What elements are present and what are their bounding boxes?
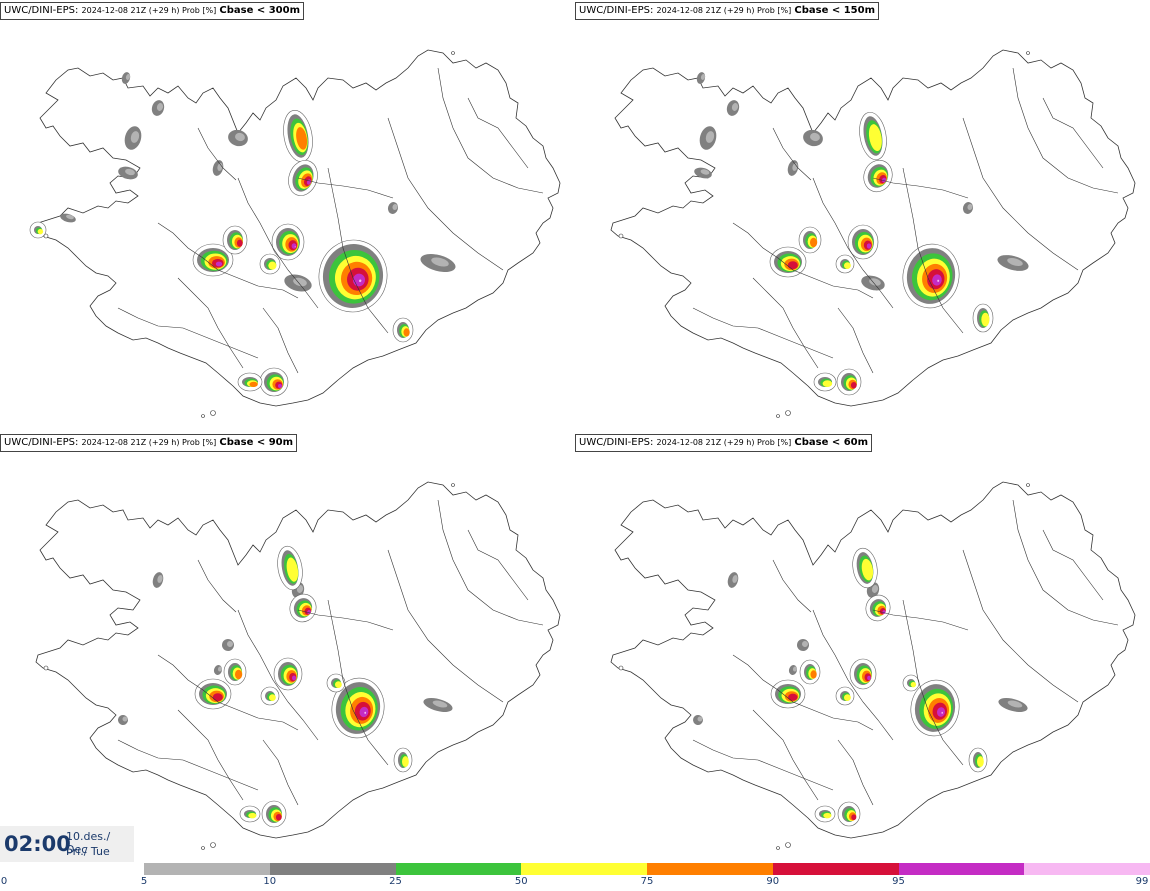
region-border — [387, 117, 504, 271]
colorbar-tick-label: 25 — [389, 876, 402, 887]
region-border — [262, 307, 299, 374]
colorbar-segment — [772, 863, 899, 875]
region-border — [262, 739, 299, 806]
region-border — [117, 739, 259, 791]
region-border — [197, 559, 237, 613]
colorbar-segment — [1024, 863, 1150, 875]
model-name: UWC/DINI-EPS — [4, 437, 75, 448]
region-border — [177, 277, 244, 369]
region-border — [437, 67, 544, 194]
region-border — [692, 307, 834, 359]
region-border — [752, 277, 819, 369]
map-panel-bottom-left: UWC/DINI-EPS: 2024-12-08 21Z (+29 h) Pro… — [0, 432, 575, 864]
colorbar-tick-label: 90 — [766, 876, 780, 887]
region-border — [297, 177, 394, 199]
region-border — [117, 307, 259, 359]
region-border — [467, 529, 529, 601]
region-border — [327, 167, 389, 334]
region-border — [837, 307, 874, 374]
colorbar-tick-label: 99 — [1135, 876, 1149, 887]
region-border — [237, 177, 319, 309]
region-border — [437, 499, 544, 626]
region-border — [732, 654, 874, 731]
region-border — [772, 127, 812, 181]
field-name: Cbase < 60m — [794, 437, 869, 448]
region-border — [157, 654, 299, 731]
region-border — [297, 609, 394, 631]
colorbar-tick-label: 75 — [640, 876, 654, 887]
coastline — [35, 481, 561, 839]
region-border — [902, 167, 964, 334]
region-border — [327, 599, 389, 766]
colorbar-segment — [647, 863, 773, 875]
region-border — [387, 549, 504, 703]
valid-time-box: 02:00 10.des./ Dec Þri./ Tue — [0, 826, 134, 862]
region-border — [902, 599, 964, 766]
region-border — [872, 609, 969, 631]
region-border — [837, 739, 874, 806]
region-border — [812, 177, 894, 309]
field-name: Cbase < 300m — [219, 5, 301, 16]
region-border — [962, 549, 1079, 703]
model-name: UWC/DINI-EPS — [4, 5, 75, 16]
region-border — [962, 117, 1079, 271]
panel-title: UWC/DINI-EPS: 2024-12-08 21Z (+29 h) Pro… — [0, 2, 305, 20]
region-border — [157, 222, 299, 299]
map-panel-top-right: UWC/DINI-EPS: 2024-12-08 21Z (+29 h) Pro… — [575, 0, 1150, 432]
colorbar-segment — [521, 863, 647, 875]
iceland-map — [610, 49, 1136, 418]
region-border — [872, 177, 969, 199]
iceland-map — [35, 481, 561, 850]
colorbar-tick-label: 10 — [263, 876, 277, 887]
region-border — [1042, 529, 1104, 601]
colorbar-segment — [898, 863, 1025, 875]
colorbar-segment — [269, 863, 396, 875]
region-border — [772, 559, 812, 613]
region-border — [692, 739, 834, 791]
colorbar-segment — [144, 863, 270, 875]
model-name: UWC/DINI-EPS — [579, 5, 650, 16]
region-border — [752, 709, 819, 801]
run-info: 2024-12-08 21Z (+29 h) Prob [%] — [81, 6, 217, 15]
panel-title: UWC/DINI-EPS: 2024-12-08 21Z (+29 h) Pro… — [575, 2, 880, 20]
panel-title: UWC/DINI-EPS: 2024-12-08 21Z (+29 h) Pro… — [575, 434, 873, 452]
map-panel-bottom-right: UWC/DINI-EPS: 2024-12-08 21Z (+29 h) Pro… — [575, 432, 1150, 864]
colorbar-tick-label: 95 — [892, 876, 905, 887]
model-name: UWC/DINI-EPS — [579, 437, 650, 448]
field-name: Cbase < 150m — [794, 5, 876, 16]
region-border — [237, 609, 319, 741]
coastline — [610, 481, 1136, 839]
region-border — [1012, 67, 1119, 194]
run-info: 2024-12-08 21Z (+29 h) Prob [%] — [81, 438, 217, 447]
probability-colorbar — [144, 863, 1150, 875]
region-border — [177, 709, 244, 801]
region-border — [197, 127, 237, 181]
colorbar-segment — [395, 863, 522, 875]
region-border — [1042, 97, 1104, 169]
colorbar-tick-label: 5 — [140, 876, 148, 887]
run-info: 2024-12-08 21Z (+29 h) Prob [%] — [656, 6, 792, 15]
iceland-map — [29, 49, 561, 418]
region-border — [812, 609, 894, 741]
colorbar-tick-label: 0 — [0, 876, 8, 887]
valid-date-line2: Þri./ Tue — [66, 845, 110, 858]
valid-date-line1: 10.des./ Dec — [66, 830, 111, 856]
colorbar-tick-label: 50 — [514, 876, 528, 887]
map-panel-top-left: UWC/DINI-EPS: 2024-12-08 21Z (+29 h) Pro… — [0, 0, 575, 432]
panel-title: UWC/DINI-EPS: 2024-12-08 21Z (+29 h) Pro… — [0, 434, 298, 452]
region-border — [732, 222, 874, 299]
valid-time-clock: 02:00 — [4, 832, 71, 856]
field-name: Cbase < 90m — [219, 437, 294, 448]
iceland-map — [610, 481, 1136, 850]
coastline — [610, 49, 1136, 407]
run-info: 2024-12-08 21Z (+29 h) Prob [%] — [656, 438, 792, 447]
region-border — [467, 97, 529, 169]
region-border — [1012, 499, 1119, 626]
